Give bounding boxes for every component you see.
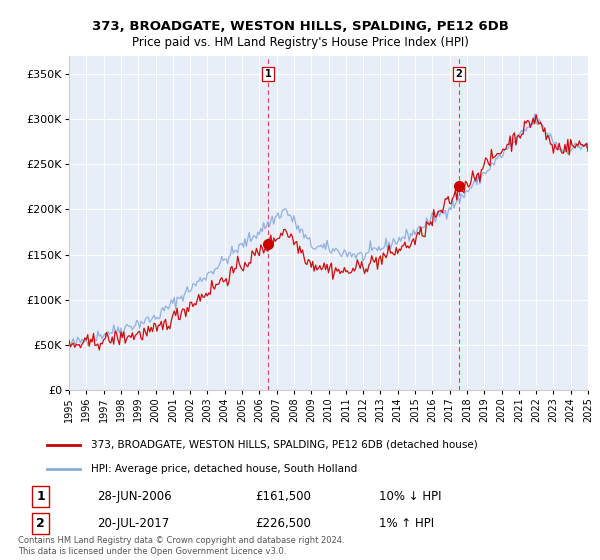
Text: 1: 1 [36,490,45,503]
Text: 373, BROADGATE, WESTON HILLS, SPALDING, PE12 6DB (detached house): 373, BROADGATE, WESTON HILLS, SPALDING, … [91,440,478,450]
Text: 2: 2 [456,69,463,79]
Text: 20-JUL-2017: 20-JUL-2017 [97,517,169,530]
Text: 373, BROADGATE, WESTON HILLS, SPALDING, PE12 6DB: 373, BROADGATE, WESTON HILLS, SPALDING, … [92,20,508,32]
Text: 28-JUN-2006: 28-JUN-2006 [97,490,172,503]
Text: HPI: Average price, detached house, South Holland: HPI: Average price, detached house, Sout… [91,464,357,474]
Text: Contains HM Land Registry data © Crown copyright and database right 2024.
This d: Contains HM Land Registry data © Crown c… [18,536,344,556]
Text: 10% ↓ HPI: 10% ↓ HPI [379,490,442,503]
Text: 1% ↑ HPI: 1% ↑ HPI [379,517,434,530]
Text: £161,500: £161,500 [255,490,311,503]
Text: 1: 1 [265,69,271,79]
Text: Price paid vs. HM Land Registry's House Price Index (HPI): Price paid vs. HM Land Registry's House … [131,36,469,49]
Text: £226,500: £226,500 [255,517,311,530]
Text: 2: 2 [36,517,45,530]
